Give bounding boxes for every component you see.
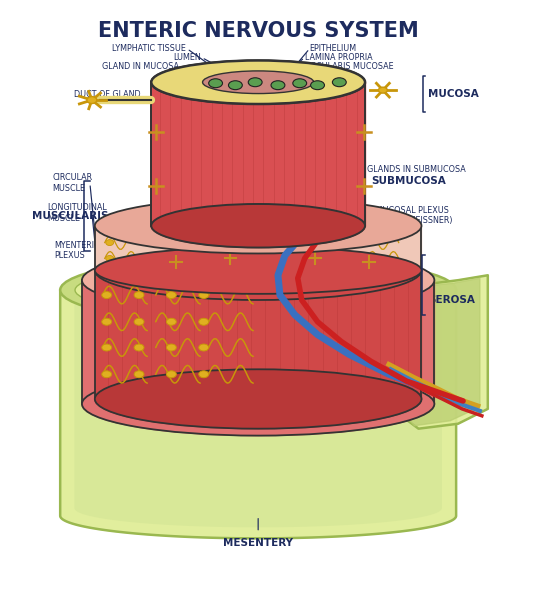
Text: LONGITUDINAL
MUSCLE: LONGITUDINAL MUSCLE bbox=[48, 203, 107, 223]
Polygon shape bbox=[82, 280, 434, 404]
Ellipse shape bbox=[106, 256, 114, 262]
Ellipse shape bbox=[358, 256, 366, 262]
Polygon shape bbox=[60, 290, 456, 538]
Ellipse shape bbox=[102, 344, 112, 351]
Ellipse shape bbox=[87, 97, 97, 104]
Ellipse shape bbox=[199, 371, 208, 378]
Polygon shape bbox=[95, 271, 422, 399]
Polygon shape bbox=[379, 275, 488, 428]
Text: CONNECTIVE: CONNECTIVE bbox=[384, 276, 436, 285]
Text: MUSCULARIS: MUSCULARIS bbox=[32, 211, 109, 221]
Ellipse shape bbox=[152, 61, 365, 104]
Text: SUBMUCOSAL PLEXUS: SUBMUCOSAL PLEXUS bbox=[359, 206, 449, 215]
Polygon shape bbox=[75, 290, 441, 527]
Text: TISSUE: TISSUE bbox=[384, 286, 412, 295]
Ellipse shape bbox=[208, 79, 223, 88]
Ellipse shape bbox=[75, 264, 441, 316]
Ellipse shape bbox=[102, 292, 112, 299]
Text: GLANDS IN SUBMUCOSA: GLANDS IN SUBMUCOSA bbox=[367, 165, 466, 174]
Ellipse shape bbox=[271, 81, 285, 89]
Text: GLAND IN MUCOSA: GLAND IN MUCOSA bbox=[102, 62, 179, 71]
Text: EPITHELIUM: EPITHELIUM bbox=[381, 323, 428, 332]
Ellipse shape bbox=[199, 344, 208, 351]
Text: MYENTERIC
PLEXUS: MYENTERIC PLEXUS bbox=[54, 241, 100, 260]
Ellipse shape bbox=[156, 239, 164, 245]
Text: DUCT OF GLAND: DUCT OF GLAND bbox=[74, 89, 141, 98]
Polygon shape bbox=[95, 399, 422, 428]
Polygon shape bbox=[82, 404, 434, 436]
Ellipse shape bbox=[293, 79, 307, 88]
Ellipse shape bbox=[257, 239, 265, 245]
Text: LAMINA PROPRIA: LAMINA PROPRIA bbox=[305, 53, 373, 62]
Ellipse shape bbox=[134, 371, 144, 378]
Ellipse shape bbox=[166, 371, 176, 378]
Polygon shape bbox=[384, 278, 480, 426]
Ellipse shape bbox=[60, 256, 456, 324]
Ellipse shape bbox=[229, 81, 242, 89]
Ellipse shape bbox=[95, 247, 422, 294]
Polygon shape bbox=[152, 82, 365, 226]
Ellipse shape bbox=[152, 61, 365, 104]
Ellipse shape bbox=[311, 81, 324, 89]
Ellipse shape bbox=[95, 198, 422, 253]
Text: EPITHELIUM: EPITHELIUM bbox=[310, 44, 357, 53]
Text: VEIN: VEIN bbox=[391, 340, 409, 349]
Ellipse shape bbox=[166, 344, 176, 351]
Text: ARTERY: ARTERY bbox=[387, 352, 417, 361]
Ellipse shape bbox=[199, 292, 208, 299]
Ellipse shape bbox=[333, 78, 346, 86]
Ellipse shape bbox=[102, 319, 112, 325]
Text: MUSCULARIS MUCOSAE: MUSCULARIS MUCOSAE bbox=[298, 62, 393, 71]
Ellipse shape bbox=[95, 241, 422, 300]
Text: SEROSA: SEROSA bbox=[428, 295, 475, 305]
Text: LYMPHATIC TISSUE: LYMPHATIC TISSUE bbox=[112, 44, 186, 53]
Ellipse shape bbox=[106, 239, 114, 245]
Text: SUBMUCOSA: SUBMUCOSA bbox=[371, 176, 446, 186]
Ellipse shape bbox=[202, 71, 314, 94]
Polygon shape bbox=[152, 226, 365, 248]
Ellipse shape bbox=[102, 371, 112, 378]
Ellipse shape bbox=[307, 256, 316, 262]
Ellipse shape bbox=[248, 78, 262, 86]
Ellipse shape bbox=[307, 239, 316, 245]
Ellipse shape bbox=[82, 372, 434, 436]
Ellipse shape bbox=[82, 248, 434, 312]
Text: MESENTERY: MESENTERY bbox=[223, 538, 293, 548]
Text: CIRCULAR
MUSCLE: CIRCULAR MUSCLE bbox=[53, 173, 92, 193]
Ellipse shape bbox=[166, 319, 176, 325]
Ellipse shape bbox=[207, 256, 214, 262]
Ellipse shape bbox=[257, 256, 265, 262]
Ellipse shape bbox=[134, 292, 144, 299]
Ellipse shape bbox=[207, 239, 214, 245]
Text: ENTERIC NERVOUS SYSTEM: ENTERIC NERVOUS SYSTEM bbox=[98, 21, 418, 41]
Ellipse shape bbox=[134, 344, 144, 351]
Text: LUMEN: LUMEN bbox=[173, 53, 201, 62]
Ellipse shape bbox=[134, 319, 144, 325]
Text: NERVE: NERVE bbox=[399, 373, 425, 382]
Ellipse shape bbox=[166, 292, 176, 299]
Ellipse shape bbox=[156, 256, 164, 262]
Ellipse shape bbox=[95, 369, 422, 428]
Text: AREOLAR: AREOLAR bbox=[384, 266, 422, 275]
Ellipse shape bbox=[199, 319, 208, 325]
Text: MUCOSA: MUCOSA bbox=[428, 89, 479, 99]
Ellipse shape bbox=[152, 204, 365, 248]
Text: (PLEXUS OF MEISSNER): (PLEXUS OF MEISSNER) bbox=[359, 217, 452, 226]
Ellipse shape bbox=[358, 239, 366, 245]
Polygon shape bbox=[95, 226, 422, 271]
Ellipse shape bbox=[379, 87, 387, 93]
